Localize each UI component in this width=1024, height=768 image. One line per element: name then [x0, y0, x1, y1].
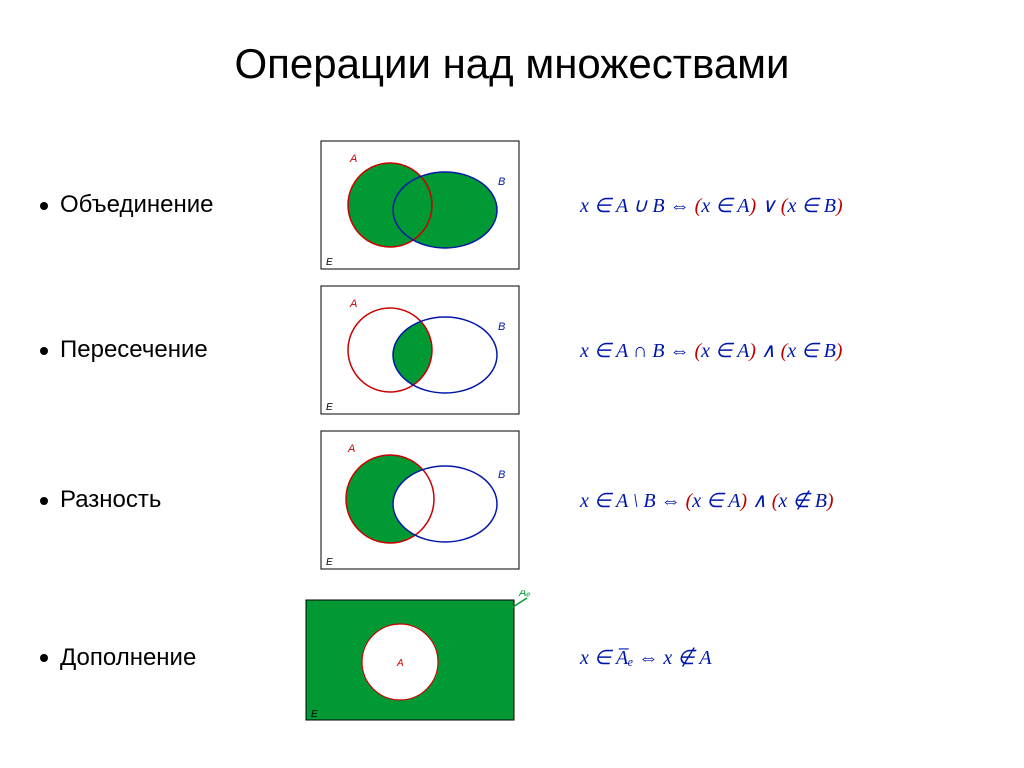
- row-intersection: Пересечение A B E x ∈ A ∩ B ⇔ (x ∈ A) ∧ …: [0, 285, 842, 415]
- bullet-difference: Разность: [0, 486, 300, 514]
- label-union: Объединение: [60, 191, 213, 218]
- bullet-dot: [40, 654, 48, 662]
- label-A: A: [349, 153, 357, 165]
- svg-text:A: A: [349, 298, 357, 310]
- diagram-complement: A E A̅ₑ: [300, 590, 540, 725]
- diagram-union: A B E: [300, 140, 540, 270]
- label-intersection: Пересечение: [60, 336, 208, 363]
- bullet-intersection: Пересечение: [0, 336, 300, 364]
- page-title: Операции над множествами: [0, 0, 1024, 88]
- bullet-dot: [40, 347, 48, 355]
- svg-text:A: A: [396, 658, 404, 669]
- row-union: Объединение A B E x ∈ A ∪ B ⇔ (x ∈ A) ∨ …: [0, 140, 843, 270]
- row-complement: Дополнение A E A̅ₑ x ∈ A̅ₑ ⇔ x ∉ A: [0, 590, 712, 725]
- bullet-dot: [40, 202, 48, 210]
- svg-text:E: E: [326, 402, 333, 413]
- bullet-complement: Дополнение: [0, 644, 300, 672]
- svg-text:A: A: [347, 443, 355, 455]
- label-E: E: [326, 257, 333, 268]
- svg-text:B: B: [498, 469, 505, 481]
- label-B: B: [498, 176, 505, 188]
- svg-text:B: B: [498, 321, 505, 333]
- row-difference: Разность A B E x ∈ A \ B ⇔ (x ∈ A) ∧ (x …: [0, 430, 834, 570]
- bullet-union: Объединение: [0, 191, 300, 219]
- svg-text:A̅ₑ: A̅ₑ: [518, 590, 531, 599]
- diagram-difference: A B E: [300, 430, 540, 570]
- formula-complement: x ∈ A̅ₑ ⇔ x ∉ A: [580, 645, 712, 670]
- label-complement: Дополнение: [60, 644, 196, 671]
- formula-union: x ∈ A ∪ B ⇔ (x ∈ A) ∨ (x ∈ B): [580, 193, 843, 218]
- formula-intersection: x ∈ A ∩ B ⇔ (x ∈ A) ∧ (x ∈ B): [580, 338, 842, 363]
- formula-difference: x ∈ A \ B ⇔ (x ∈ A) ∧ (x ∉ B): [580, 488, 834, 513]
- diagram-intersection: A B E: [300, 285, 540, 415]
- svg-text:E: E: [311, 709, 318, 720]
- svg-text:E: E: [326, 557, 333, 568]
- bullet-dot: [40, 497, 48, 505]
- label-difference: Разность: [60, 486, 161, 513]
